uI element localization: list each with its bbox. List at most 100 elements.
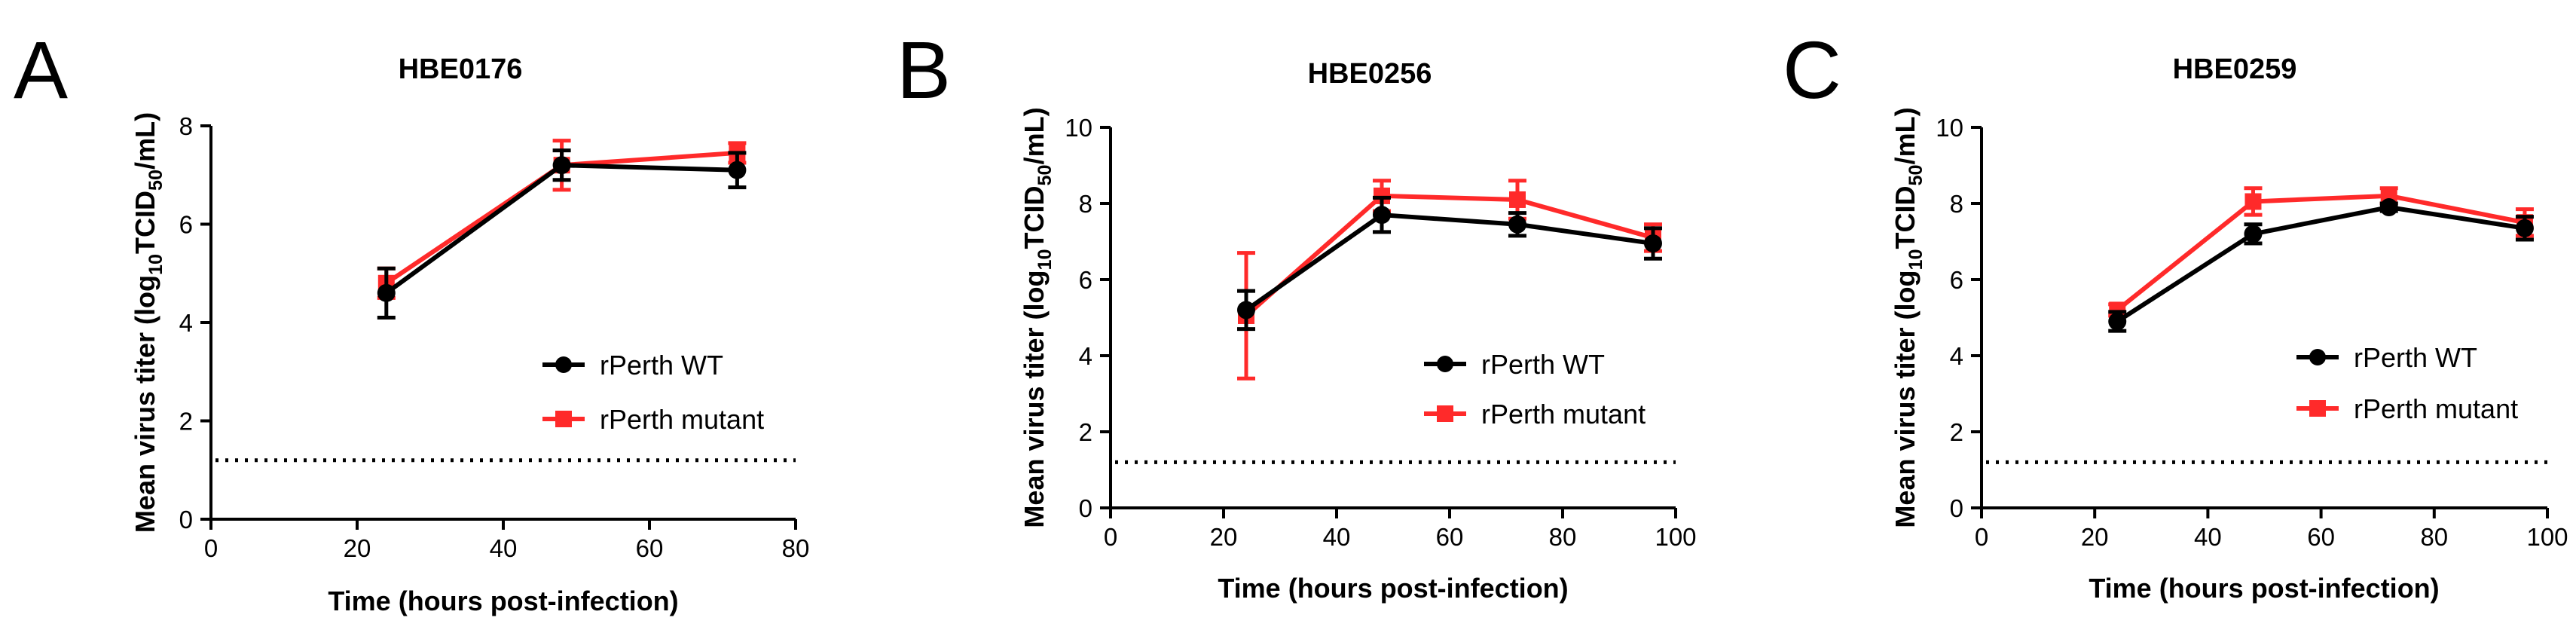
x-tick-label: 60 bbox=[636, 534, 664, 562]
legend-item-wt: rPerth WT bbox=[542, 350, 723, 381]
legend-marker bbox=[1437, 405, 1453, 422]
x-tick-label: 40 bbox=[1323, 523, 1351, 551]
y-axis-label-sub1: 10 bbox=[1905, 249, 1927, 270]
y-axis-label-end: /mL) bbox=[1019, 107, 1050, 164]
y-tick-label: 2 bbox=[179, 408, 193, 436]
y-axis-label: Mean virus titer (log10TCID50/mL) bbox=[1890, 107, 1927, 527]
x-tick-label: 60 bbox=[2307, 523, 2335, 551]
x-tick-label: 20 bbox=[2081, 523, 2109, 551]
series-wt bbox=[377, 148, 747, 320]
data-point bbox=[2108, 312, 2127, 331]
data-point bbox=[1644, 234, 1662, 253]
data-point bbox=[377, 283, 396, 302]
data-point bbox=[728, 161, 747, 179]
chart-panel-b: B HBE0256 0 20 40 60 80 100 0 2 4 6 8 10 Time (hours p… bbox=[897, 24, 1697, 604]
y-tick-label: 6 bbox=[1079, 266, 1092, 294]
data-point bbox=[552, 156, 571, 175]
y-tick-label: 0 bbox=[1950, 494, 1963, 522]
y-axis-label-sub2: 50 bbox=[1034, 164, 1056, 185]
legend-label: rPerth mutant bbox=[600, 404, 764, 435]
x-tick-label: 20 bbox=[1210, 523, 1238, 551]
x-axis-label: Time (hours post-infection) bbox=[2089, 573, 2439, 604]
y-tick-label: 2 bbox=[1079, 418, 1092, 446]
legend-item-mutant: rPerth mutant bbox=[2296, 393, 2518, 424]
data-point bbox=[1509, 191, 1526, 208]
y-axis-label-main: Mean virus titer (log bbox=[130, 275, 160, 533]
data-point bbox=[2244, 225, 2263, 243]
y-axis-label-sub1: 10 bbox=[1034, 249, 1056, 270]
y-tick-label: 10 bbox=[1065, 114, 1092, 142]
y-axis-label-sub2: 50 bbox=[1905, 164, 1927, 185]
y-axis-label-mid: TCID bbox=[1019, 185, 1050, 249]
series-mutant bbox=[2108, 186, 2534, 319]
series-line bbox=[1245, 213, 1654, 312]
x-tick-label: 80 bbox=[1549, 523, 1577, 551]
legend-label: rPerth WT bbox=[600, 350, 723, 381]
y-axis-label-main: Mean virus titer (log bbox=[1890, 271, 1921, 528]
y-axis-label-end: /mL) bbox=[130, 112, 160, 170]
legend-label: rPerth mutant bbox=[2354, 393, 2518, 424]
legend-marker bbox=[2309, 349, 2326, 365]
y-tick-label: 4 bbox=[179, 309, 193, 337]
data-point bbox=[1237, 301, 1255, 320]
x-tick-label: 40 bbox=[490, 534, 518, 562]
legend-item-mutant: rPerth mutant bbox=[1424, 399, 1646, 430]
series-wt bbox=[1237, 195, 1662, 332]
legend-marker bbox=[555, 356, 572, 373]
x-tick-label: 60 bbox=[1436, 523, 1464, 551]
y-axis-label-mid: TCID bbox=[130, 191, 160, 254]
x-axis-label: Time (hours post-infection) bbox=[1218, 573, 1568, 604]
x-tick-label: 0 bbox=[204, 534, 218, 562]
data-point bbox=[1374, 187, 1390, 204]
data-point bbox=[1373, 206, 1391, 225]
data-point bbox=[2515, 219, 2534, 237]
legend-item-wt: rPerth WT bbox=[2296, 342, 2477, 373]
y-tick-label: 0 bbox=[179, 506, 193, 534]
x-tick-label: 20 bbox=[344, 534, 371, 562]
y-tick-label: 6 bbox=[179, 211, 193, 239]
legend-label: rPerth mutant bbox=[1481, 399, 1646, 430]
x-tick-label: 0 bbox=[1975, 523, 1988, 551]
y-axis-label-mid: TCID bbox=[1890, 185, 1921, 249]
chart-panel-c: C HBE0259 0 20 40 60 80 100 0 2 4 6 8 10 Time (hours p… bbox=[1783, 24, 2568, 604]
legend-marker bbox=[2309, 400, 2326, 417]
x-tick-label: 100 bbox=[1655, 523, 1696, 551]
y-tick-label: 10 bbox=[1936, 114, 1963, 142]
panel-letter: C bbox=[1783, 24, 1841, 115]
chart-title: HBE0259 bbox=[2173, 54, 2297, 85]
data-point bbox=[1508, 215, 1526, 234]
y-tick-label: 6 bbox=[1950, 266, 1963, 294]
panel-letter: A bbox=[14, 24, 68, 115]
y-tick-label: 0 bbox=[1079, 494, 1092, 522]
y-axis-label-main: Mean virus titer (log bbox=[1019, 271, 1050, 528]
legend-label: rPerth WT bbox=[1481, 349, 1605, 380]
data-point bbox=[2244, 193, 2262, 210]
x-tick-label: 100 bbox=[2526, 523, 2568, 551]
legend-marker bbox=[1437, 356, 1453, 372]
series-line bbox=[2116, 205, 2526, 324]
y-axis-label-end: /mL) bbox=[1890, 107, 1921, 164]
series-line bbox=[2116, 193, 2526, 312]
panel-letter: B bbox=[897, 24, 951, 115]
y-tick-label: 2 bbox=[1950, 418, 1963, 446]
y-axis-label-sub1: 10 bbox=[145, 254, 167, 275]
chart-title: HBE0256 bbox=[1308, 58, 1432, 90]
x-tick-label: 40 bbox=[2194, 523, 2222, 551]
legend-item-wt: rPerth WT bbox=[1424, 349, 1605, 380]
y-tick-label: 4 bbox=[1079, 342, 1092, 370]
y-tick-label: 8 bbox=[1079, 190, 1092, 218]
x-tick-label: 80 bbox=[782, 534, 810, 562]
legend: rPerth WT rPerth mutant bbox=[542, 350, 764, 435]
chart-title: HBE0176 bbox=[399, 54, 523, 85]
legend: rPerth WT rPerth mutant bbox=[1424, 349, 1646, 430]
legend: rPerth WT rPerth mutant bbox=[2296, 342, 2518, 424]
y-tick-label: 4 bbox=[1950, 342, 1963, 370]
y-tick-label: 8 bbox=[1950, 190, 1963, 218]
series-line bbox=[1245, 193, 1654, 318]
y-axis-label: Mean virus titer (log10TCID50/mL) bbox=[130, 112, 167, 533]
y-axis-label: Mean virus titer (log10TCID50/mL) bbox=[1019, 107, 1056, 527]
series-wt bbox=[2108, 198, 2534, 333]
x-tick-label: 0 bbox=[1104, 523, 1117, 551]
legend-item-mutant: rPerth mutant bbox=[542, 404, 764, 435]
